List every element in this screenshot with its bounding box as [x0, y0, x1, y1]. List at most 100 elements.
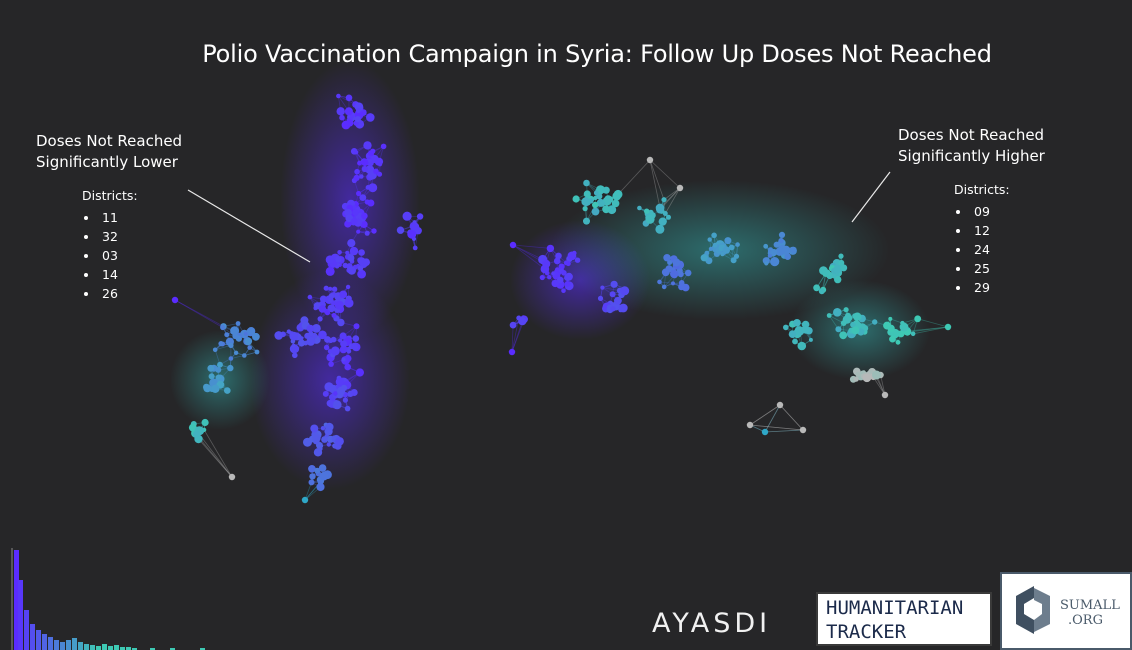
graph-node: [344, 298, 354, 308]
graph-node: [192, 430, 200, 438]
graph-node: [188, 423, 197, 432]
graph-node: [339, 290, 348, 299]
graph-node: [661, 284, 667, 290]
graph-node: [555, 267, 560, 272]
humanitarian-logo-line2: TRACKER: [826, 621, 907, 643]
graph-node: [551, 271, 556, 276]
graph-edge: [659, 187, 681, 209]
histogram-bar: [24, 610, 29, 650]
graph-edge: [511, 321, 523, 353]
graph-edge: [512, 244, 551, 249]
graph-node: [224, 332, 230, 338]
cluster-glow: [250, 270, 410, 490]
graph-node: [220, 324, 226, 331]
graph-node: [720, 252, 725, 257]
graph-edge: [512, 244, 546, 270]
graph-edge: [649, 159, 681, 189]
graph-node: [407, 229, 417, 239]
sumall-emblem-icon: [1016, 586, 1050, 634]
graph-node: [352, 335, 360, 342]
graph-node: [350, 389, 358, 396]
histogram-bar: [48, 637, 53, 650]
high-group-label: Doses Not Reached Significantly Higher D…: [898, 125, 1045, 297]
graph-node: [308, 479, 315, 486]
graph-node: [733, 253, 740, 259]
graph-node: [346, 349, 352, 354]
histogram-bar: [14, 550, 19, 650]
graph-node: [324, 310, 331, 316]
graph-node: [215, 374, 221, 380]
graph-node: [347, 254, 355, 262]
graph-node: [211, 384, 220, 393]
graph-node: [317, 480, 322, 485]
graph-node: [661, 268, 670, 277]
graph-node: [354, 168, 360, 175]
graph-node: [657, 279, 662, 285]
histogram-bar: [96, 646, 101, 650]
graph-node: [327, 304, 336, 313]
histogram-bar: [36, 630, 41, 650]
graph-node: [366, 113, 375, 122]
graph-node: [555, 252, 562, 260]
graph-node: [583, 179, 590, 187]
graph-node: [602, 186, 610, 194]
histogram-bar: [150, 648, 155, 650]
graph-node: [299, 336, 304, 341]
graph-node: [700, 254, 708, 262]
graph-node: [320, 426, 326, 431]
graph-node: [763, 243, 769, 249]
graph-node: [839, 331, 848, 340]
high-district-item: 24: [954, 240, 1045, 259]
histogram-bar: [126, 647, 131, 650]
graph-node: [218, 341, 224, 347]
graph-node: [799, 426, 807, 434]
graph-node: [600, 285, 605, 290]
graph-node: [345, 94, 353, 102]
graph-node: [171, 296, 179, 304]
graph-edge: [906, 326, 949, 332]
graph-node: [661, 197, 667, 203]
graph-node: [339, 114, 345, 121]
graph-edge: [663, 187, 681, 201]
graph-node: [539, 274, 545, 281]
graph-node: [764, 261, 769, 266]
histogram-bar: [200, 648, 205, 650]
graph-node: [707, 237, 712, 242]
graph-node: [722, 246, 730, 254]
graph-node: [582, 206, 588, 212]
high-district-item: 09: [954, 202, 1045, 221]
graph-node: [663, 254, 671, 262]
graph-node: [724, 237, 732, 245]
graph-node: [410, 222, 420, 231]
graph-node: [888, 316, 893, 321]
histogram-bar: [120, 647, 125, 650]
graph-node: [230, 326, 240, 336]
graph-edge: [764, 429, 804, 433]
graph-node: [599, 200, 606, 207]
graph-node: [224, 387, 231, 394]
graph-node: [553, 257, 561, 265]
low-heading-line2: Significantly Lower: [36, 153, 178, 171]
low-district-list: 11 32 03 14 26: [82, 208, 182, 303]
graph-node: [558, 263, 565, 270]
graph-node: [853, 376, 859, 382]
graph-node: [564, 281, 571, 287]
graph-edge: [649, 159, 661, 208]
graph-node: [326, 442, 331, 447]
graph-node: [350, 342, 358, 350]
histogram-bar: [18, 580, 23, 650]
ayasdi-logo: AYASDI: [652, 608, 772, 639]
graph-node: [862, 373, 872, 383]
graph-edge: [875, 376, 886, 396]
graph-node: [354, 116, 361, 123]
graph-node: [339, 332, 347, 340]
high-district-item: 29: [954, 278, 1045, 297]
graph-edge: [764, 404, 781, 433]
graph-node: [332, 400, 342, 410]
graph-node: [356, 229, 361, 234]
graph-node: [572, 195, 580, 203]
graph-node: [676, 267, 683, 274]
graph-node: [518, 317, 527, 326]
graph-node: [310, 424, 319, 433]
